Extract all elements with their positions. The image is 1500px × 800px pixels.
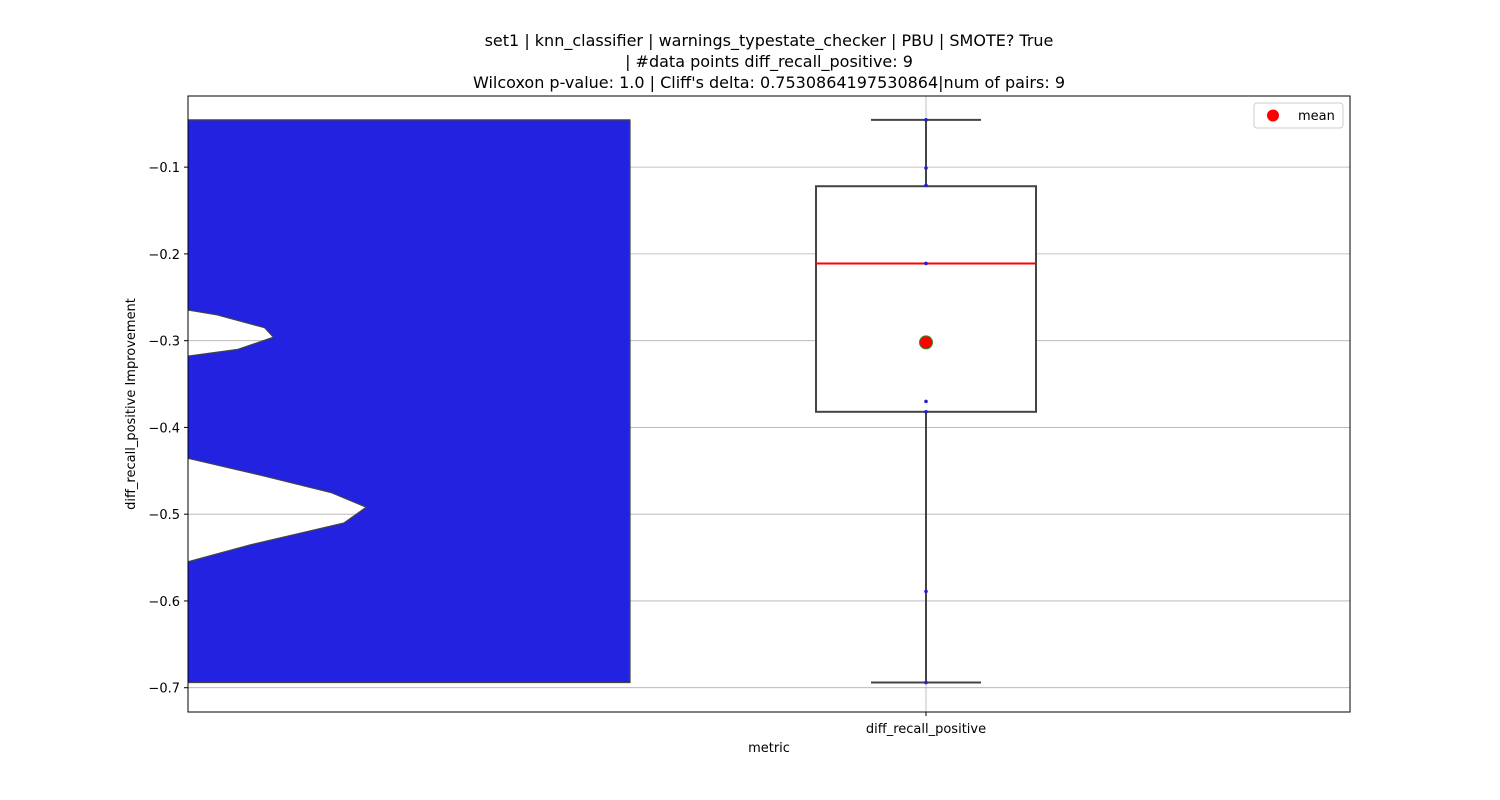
- y-tick-label: −0.6: [148, 595, 180, 610]
- x-axis-label: metric: [748, 741, 790, 756]
- plot-frame: [187, 95, 1351, 713]
- mean-marker: [919, 335, 933, 350]
- y-tick-label: −0.5: [148, 508, 180, 523]
- data-point: [924, 261, 928, 266]
- data-point: [924, 166, 928, 170]
- y-axis-label: diff_recall_positive Improvement: [124, 298, 139, 510]
- y-tick-label: −0.7: [148, 682, 180, 697]
- y-tick-label: −0.2: [148, 248, 180, 263]
- y-tick-label: −0.3: [148, 335, 180, 350]
- data-point: [924, 410, 928, 414]
- data-point: [924, 399, 928, 404]
- legend-frame: [1253, 102, 1344, 129]
- chart-title-line-1: set1 | knn_classifier | warnings_typesta…: [485, 31, 1054, 51]
- data-point: [924, 680, 928, 685]
- legend: mean: [1253, 102, 1344, 129]
- box-plot: [815, 118, 1037, 684]
- x-tick-label: diff_recall_positive: [866, 722, 986, 737]
- box-iqr: [815, 185, 1037, 413]
- data-points: [919, 118, 933, 685]
- data-point: [924, 118, 928, 122]
- y-tick-label: −0.4: [148, 421, 180, 436]
- violin-body: [188, 119, 631, 684]
- data-point: [924, 183, 928, 188]
- data-point: [924, 589, 928, 594]
- chart-title-line-2: | #data points diff_recall_positive: 9: [625, 52, 913, 72]
- legend-mean-marker: [1267, 109, 1279, 122]
- chart-title-line-3: Wilcoxon p-value: 1.0 | Cliff's delta: 0…: [473, 73, 1065, 92]
- violin-layer: [188, 119, 631, 684]
- y-axis-ticks: −0.1 −0.2 −0.3 −0.4 −0.5 −0.6 −0.7: [148, 161, 188, 697]
- y-tick-label: −0.1: [148, 161, 180, 176]
- legend-mean-label: mean: [1298, 109, 1335, 124]
